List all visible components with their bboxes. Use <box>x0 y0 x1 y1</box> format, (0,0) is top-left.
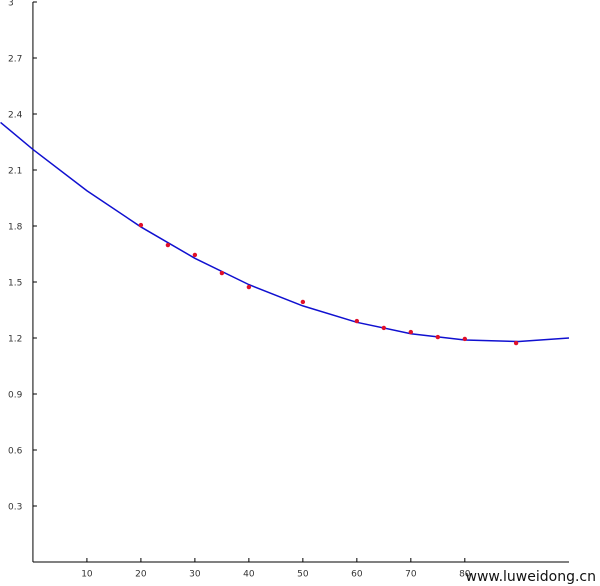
y-tick-label: 1.2 <box>8 335 22 345</box>
fit-curve <box>0 121 570 343</box>
data-point <box>513 340 519 346</box>
y-tick-label: 1.5 <box>8 279 22 289</box>
y-tick-label: 0.3 <box>8 503 22 513</box>
x-tick-label: 70 <box>405 570 417 580</box>
data-point <box>381 325 387 331</box>
data-point <box>246 284 252 290</box>
data-point <box>138 222 144 228</box>
y-tick-label: 2.1 <box>8 167 22 177</box>
x-tick-label: 20 <box>135 570 147 580</box>
data-point <box>408 329 414 335</box>
data-point <box>192 252 198 258</box>
data-point <box>435 334 441 340</box>
y-tick-label: 2.4 <box>8 111 23 121</box>
x-tick-label: 50 <box>297 570 309 580</box>
x-tick-label: 30 <box>189 570 201 580</box>
x-tick-label: 80 <box>459 570 471 580</box>
y-tick-label: 1.8 <box>8 223 23 233</box>
y-tick-label: 0.9 <box>8 391 23 401</box>
data-point <box>165 242 171 248</box>
y-tick-label: 2.7 <box>8 55 22 65</box>
data-point <box>462 336 468 342</box>
data-point <box>354 318 360 324</box>
data-point <box>300 299 306 305</box>
x-tick-label: 40 <box>243 570 255 580</box>
y-tick-label: 0.6 <box>8 447 23 457</box>
y-tick-label: 3 <box>8 0 14 9</box>
x-tick-label: 60 <box>351 570 363 580</box>
watermark: www.luweidong.cn <box>466 569 596 585</box>
x-tick-label: 10 <box>81 570 93 580</box>
data-point <box>219 270 225 276</box>
